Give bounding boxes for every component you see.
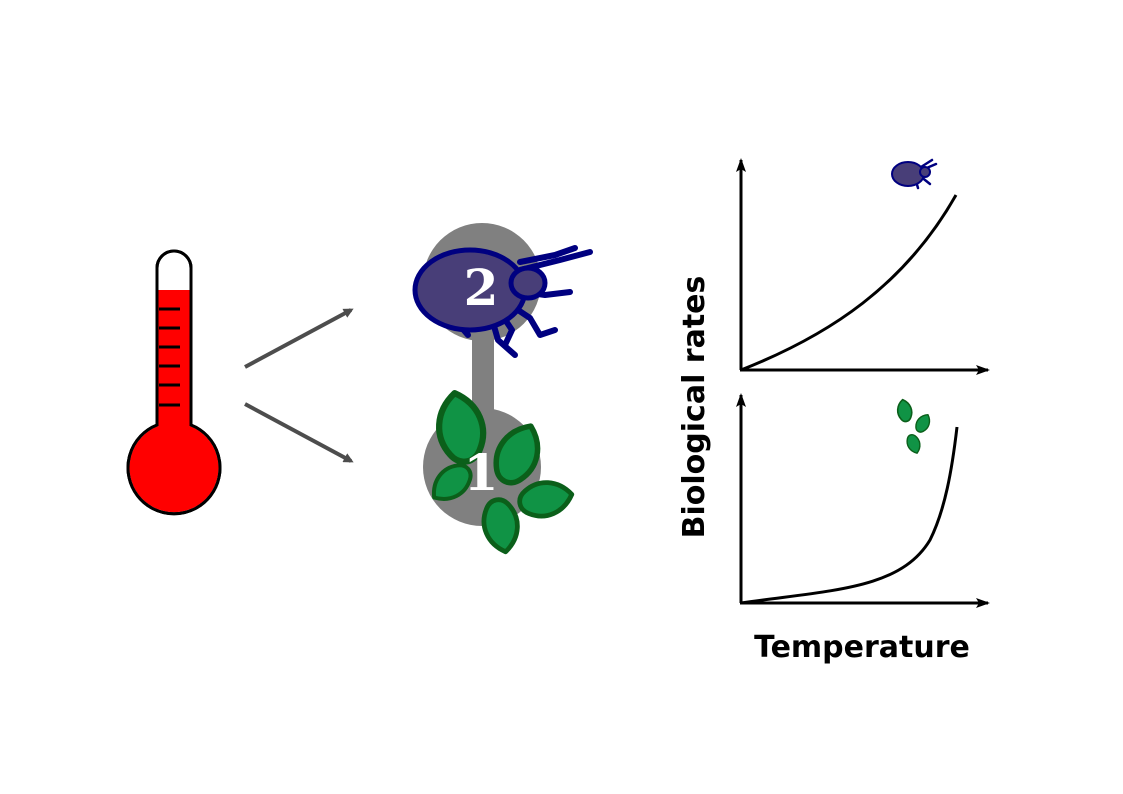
- arrow-to-producer: [244, 402, 354, 463]
- producer-rate-curve: [740, 426, 959, 605]
- food-chain: 2 1: [412, 223, 593, 555]
- thermometer-mercury: [129, 290, 219, 513]
- thermometer-icon: [126, 249, 222, 516]
- beetle-icon: [412, 245, 593, 358]
- thermometer-outline: [126, 249, 222, 516]
- x-axis-label: Temperature: [754, 630, 970, 665]
- rate-graphs: Biological rates Temperature: [677, 158, 990, 665]
- node-label-bottom: 1: [464, 443, 499, 502]
- y-axis-label: Biological rates: [677, 276, 712, 539]
- small-leaves-icon: [895, 397, 934, 456]
- arrow-to-consumer: [244, 308, 354, 369]
- consumer-rate-curve: [740, 194, 958, 372]
- thermometer-ticks: [159, 307, 180, 407]
- producer-rate-graph: [736, 393, 990, 608]
- small-beetle-icon: [891, 158, 938, 190]
- consumer-rate-graph: [736, 158, 990, 375]
- effect-arrows: [244, 308, 354, 463]
- node-label-top: 2: [464, 258, 499, 317]
